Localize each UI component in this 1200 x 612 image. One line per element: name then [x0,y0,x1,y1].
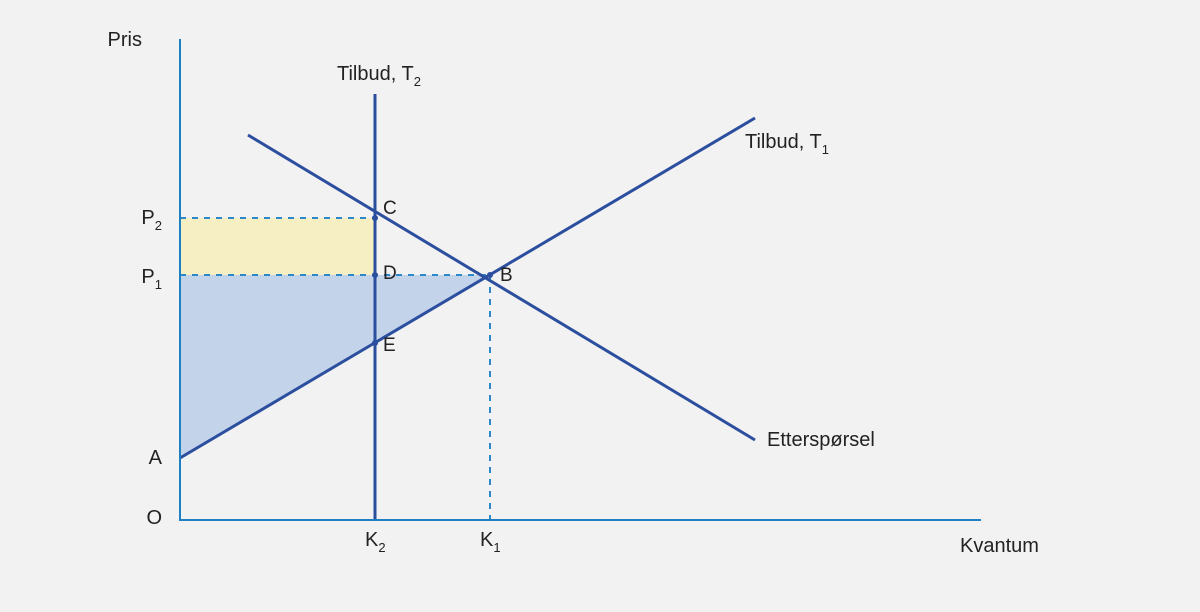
x-axis-label: Kvantum [960,535,1039,557]
point-b [487,272,493,278]
point-c [372,215,378,221]
region-yellow [180,218,375,275]
point-label-c: C [383,198,397,219]
point-label-e: E [383,335,396,356]
point-e [372,340,378,346]
label-o: O [146,507,162,529]
y-axis-label: Pris [108,29,142,51]
label-a: A [149,447,163,469]
demand-label: Etterspørsel [767,429,875,451]
point-label-b: B [500,265,513,286]
point-d [372,272,378,278]
point-label-d: D [383,263,397,284]
